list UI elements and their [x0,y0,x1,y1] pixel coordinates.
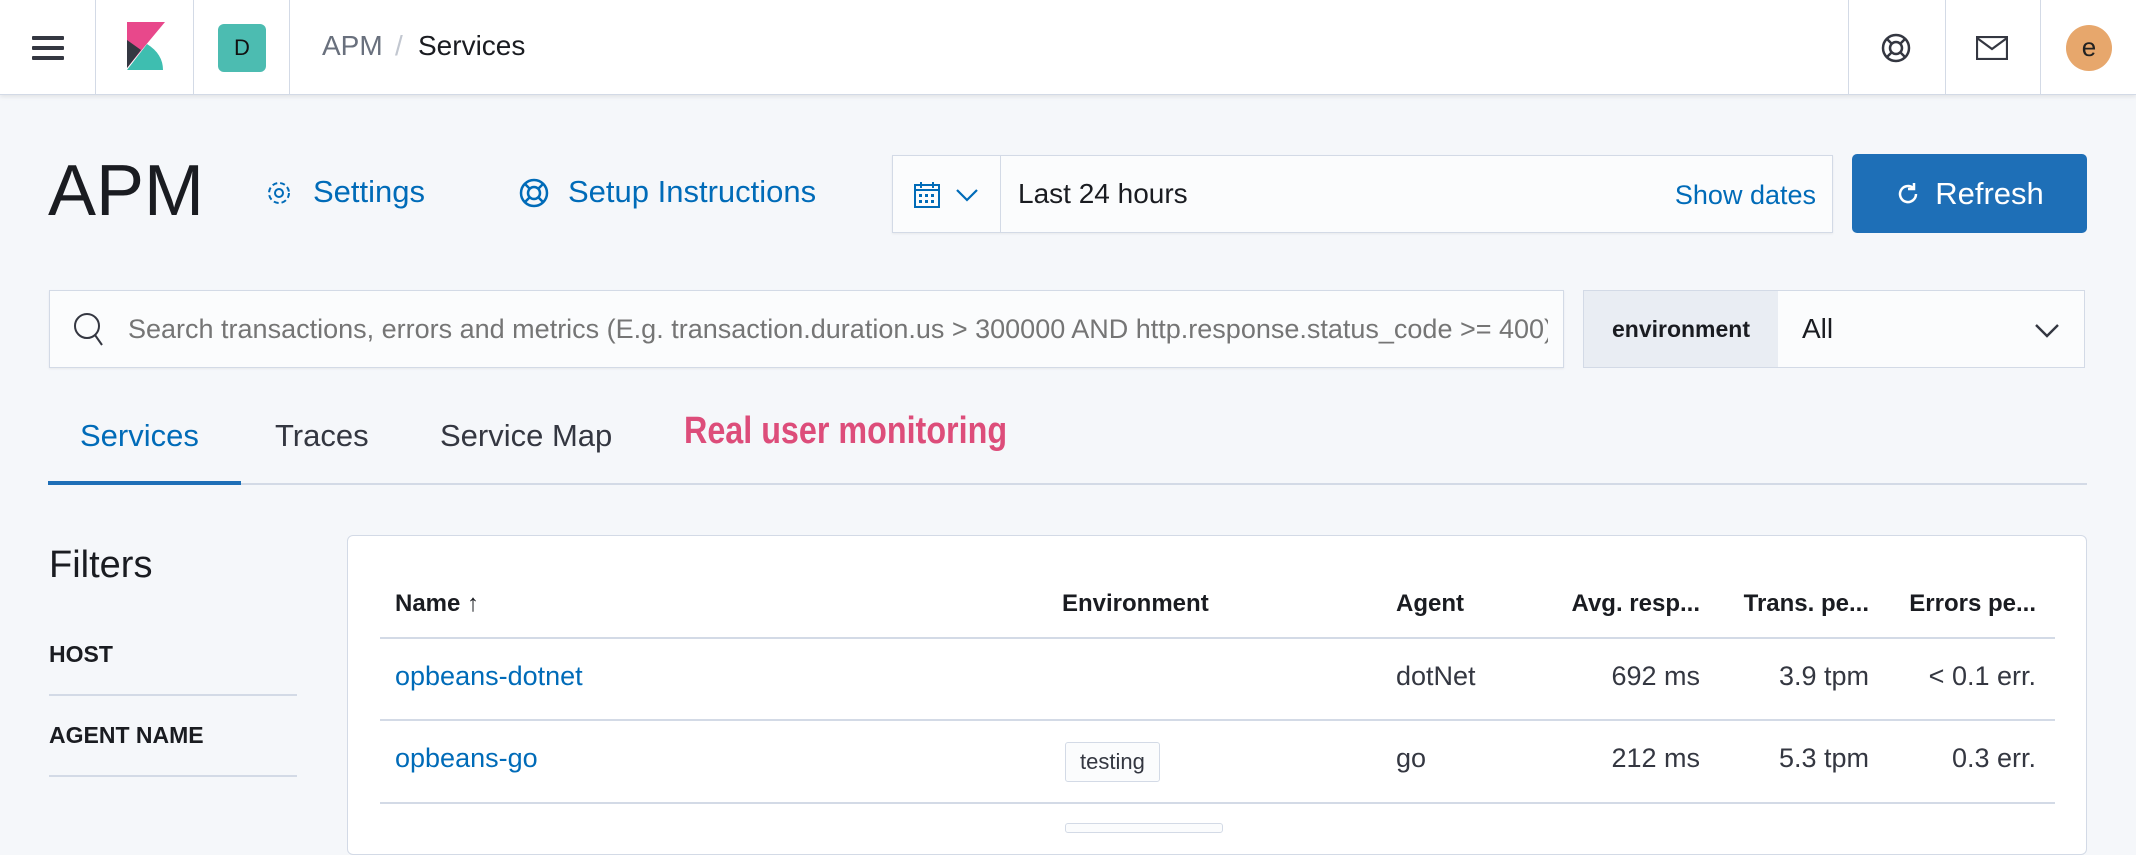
page-title: APM [48,151,205,231]
agent-cell: dotNet [1396,661,1476,691]
environment-badge: testing [1065,742,1160,782]
row-divider [380,802,2055,804]
breadcrumb-apm[interactable]: APM [322,30,383,61]
column-name-label: Name [395,590,461,617]
avg-response-cell: 692 ms [1611,661,1700,691]
chevron-down-icon [956,189,978,202]
active-tab-indicator [48,481,241,485]
column-errors-per-minute[interactable]: Errors pe... [1909,590,2036,617]
environment-value: All [1802,313,1834,344]
tab-real-user-monitoring[interactable]: Real user monitoring [684,410,1008,452]
help-icon[interactable] [1880,32,1912,64]
tab-service-map[interactable]: Service Map [440,418,613,453]
search-icon [74,313,103,346]
chevron-down-icon [2035,324,2059,338]
agent-cell: go [1396,743,1427,773]
date-picker: Last 24 hours Show dates [892,155,1833,233]
transactions-cell: 3.9 tpm [1778,661,1869,691]
divider [289,0,290,95]
refresh-label: Refresh [1935,175,2044,211]
top-header: D APM / Services e [0,0,2136,95]
filter-host[interactable]: HOST [49,641,113,667]
calendar-icon [914,182,940,208]
search-input[interactable] [128,307,1548,351]
tab-traces[interactable]: Traces [275,418,369,453]
avg-response-cell: 212 ms [1611,743,1700,773]
help-icon [519,178,549,208]
gear-icon [268,182,290,204]
filter-agent-name[interactable]: AGENT NAME [49,722,204,748]
header-divider [380,637,2055,639]
divider [2040,0,2041,95]
kibana-logo[interactable] [125,22,165,70]
errors-cell: < 0.1 err. [1928,661,2036,691]
divider [1848,0,1849,95]
service-link[interactable]: opbeans-dotnet [395,661,583,691]
breadcrumb-separator: / [395,30,403,61]
column-avg-response[interactable]: Avg. resp... [1571,590,1700,617]
settings-link[interactable]: Settings [313,174,426,209]
quick-select-button[interactable] [893,156,1001,232]
column-environment[interactable]: Environment [1062,590,1209,617]
errors-cell: 0.3 err. [1951,743,2036,773]
sort-ascending-icon: ↑ [467,590,480,617]
search-bar[interactable] [49,290,1564,368]
environment-label: environment [1584,291,1778,367]
show-dates-link[interactable]: Show dates [1674,180,1816,210]
divider [49,775,297,777]
column-name[interactable]: Name ↑ [395,590,479,618]
divider [49,694,297,696]
space-avatar[interactable]: D [218,24,266,72]
column-agent[interactable]: Agent [1396,590,1464,617]
refresh-icon [1898,182,1918,203]
divider [193,0,194,95]
refresh-button[interactable]: Refresh [1852,154,2087,233]
divider [95,0,96,95]
breadcrumb-services: Services [418,30,526,61]
user-avatar[interactable]: e [2066,25,2112,71]
transactions-cell: 5.3 tpm [1778,743,1869,773]
tabs-divider [48,483,2087,485]
tab-services[interactable]: Services [80,418,199,453]
date-range-value[interactable]: Last 24 hours [1018,178,1188,209]
services-table-panel [347,535,2087,855]
column-transactions-per-minute[interactable]: Trans. pe... [1743,590,1869,617]
mail-icon[interactable] [1976,36,2008,60]
environment-badge [1065,823,1223,833]
menu-icon[interactable] [32,36,64,60]
environment-select[interactable]: environment All [1583,290,2085,368]
filters-title: Filters [49,544,153,586]
setup-instructions-link[interactable]: Setup Instructions [568,174,817,209]
row-divider [380,719,2055,721]
service-link[interactable]: opbeans-go [395,743,538,773]
divider [1945,0,1946,95]
